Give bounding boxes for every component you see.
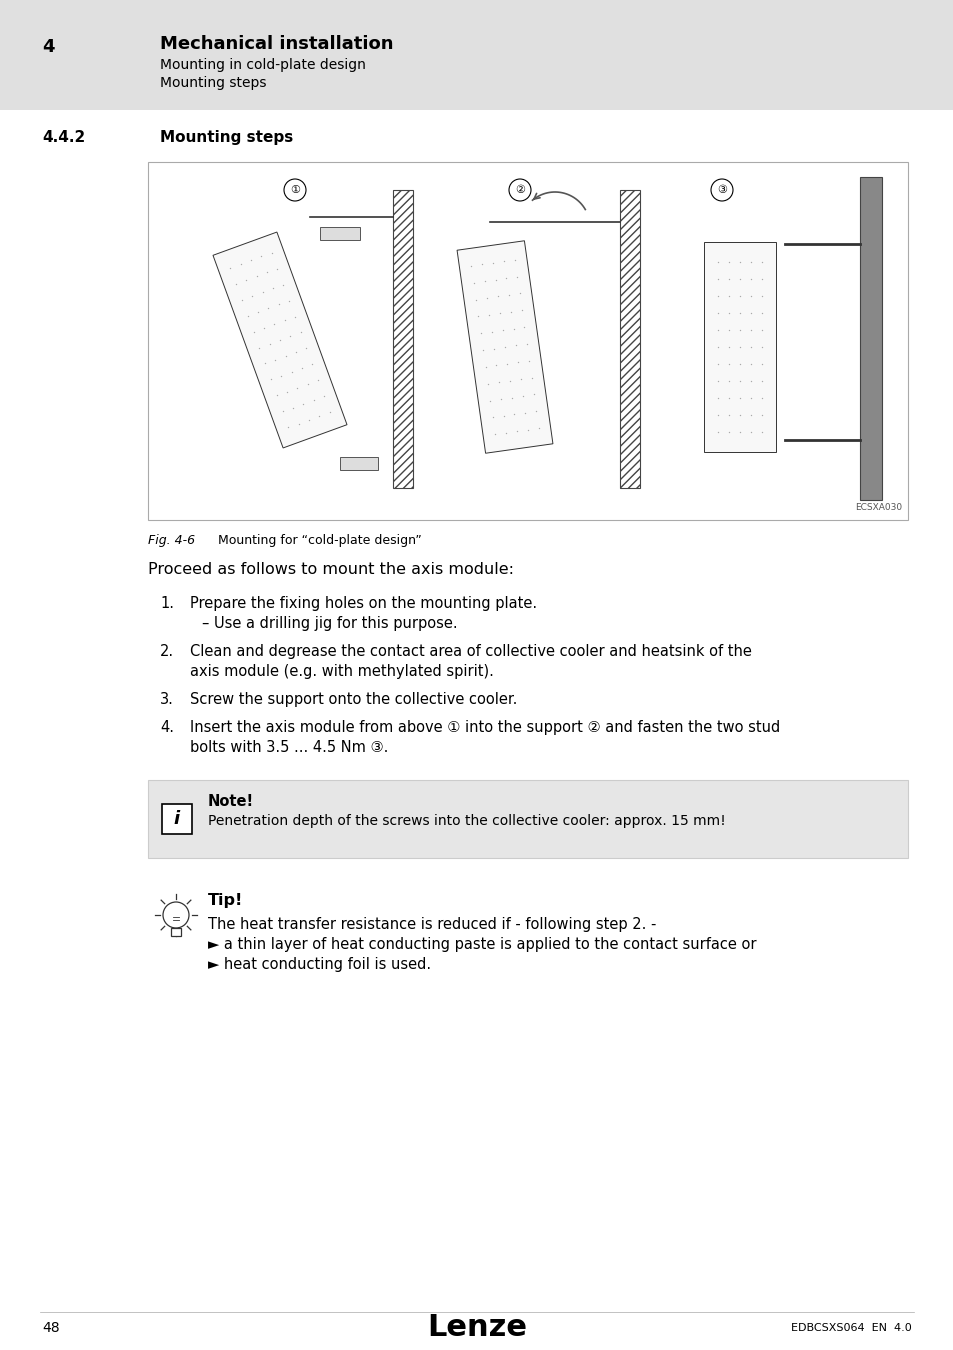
Bar — [148, 162, 907, 520]
Text: 2.: 2. — [160, 644, 174, 659]
Bar — [393, 190, 413, 487]
Text: i: i — [173, 810, 180, 828]
Text: Lenze: Lenze — [427, 1314, 526, 1342]
Bar — [0, 0, 953, 109]
Text: ②: ② — [515, 185, 524, 194]
Text: 48: 48 — [42, 1322, 59, 1335]
Text: Insert the axis module from above ① into the support ② and fasten the two stud: Insert the axis module from above ① into… — [190, 720, 780, 734]
Text: axis module (e.g. with methylated spirit).: axis module (e.g. with methylated spirit… — [190, 664, 494, 679]
Polygon shape — [213, 232, 347, 448]
Text: ECSXA030: ECSXA030 — [854, 504, 901, 512]
Polygon shape — [703, 242, 775, 452]
Text: Mounting in cold-plate design: Mounting in cold-plate design — [160, 58, 366, 72]
Bar — [162, 805, 192, 834]
Text: ③: ③ — [717, 185, 726, 194]
Text: Mounting for “cold-plate design”: Mounting for “cold-plate design” — [218, 535, 421, 547]
Text: 4.: 4. — [160, 720, 173, 734]
Text: Mounting steps: Mounting steps — [160, 76, 266, 90]
Text: Fig. 4-6: Fig. 4-6 — [148, 535, 195, 547]
Text: 4.4.2: 4.4.2 — [42, 130, 85, 144]
Bar — [619, 190, 639, 487]
Text: 3.: 3. — [160, 693, 173, 707]
Text: 1.: 1. — [160, 595, 173, 612]
Text: Note!: Note! — [208, 794, 253, 809]
Text: Screw the support onto the collective cooler.: Screw the support onto the collective co… — [190, 693, 517, 707]
Polygon shape — [319, 227, 359, 240]
Text: bolts with 3.5 ... 4.5 Nm ③.: bolts with 3.5 ... 4.5 Nm ③. — [190, 740, 388, 755]
Circle shape — [509, 180, 531, 201]
Polygon shape — [456, 240, 553, 454]
Text: ► heat conducting foil is used.: ► heat conducting foil is used. — [208, 957, 431, 972]
Text: Prepare the fixing holes on the mounting plate.: Prepare the fixing holes on the mounting… — [190, 595, 537, 612]
Bar — [148, 780, 907, 859]
Text: Penetration depth of the screws into the collective cooler: approx. 15 mm!: Penetration depth of the screws into the… — [208, 814, 725, 828]
Text: Clean and degrease the contact area of collective cooler and heatsink of the: Clean and degrease the contact area of c… — [190, 644, 751, 659]
Text: 4: 4 — [42, 38, 54, 55]
Text: The heat transfer resistance is reduced if - following step 2. -: The heat transfer resistance is reduced … — [208, 917, 656, 932]
Text: – Use a drilling jig for this purpose.: – Use a drilling jig for this purpose. — [202, 616, 457, 630]
Text: ► a thin layer of heat conducting paste is applied to the contact surface or: ► a thin layer of heat conducting paste … — [208, 937, 756, 952]
Bar — [171, 927, 181, 936]
Polygon shape — [339, 458, 377, 470]
Circle shape — [163, 902, 189, 927]
Circle shape — [284, 180, 306, 201]
Text: Mounting steps: Mounting steps — [160, 130, 293, 144]
Text: ①: ① — [290, 185, 299, 194]
Circle shape — [710, 180, 732, 201]
Text: Proceed as follows to mount the axis module:: Proceed as follows to mount the axis mod… — [148, 562, 514, 576]
Text: EDBCSXS064  EN  4.0: EDBCSXS064 EN 4.0 — [790, 1323, 911, 1332]
Bar — [859, 177, 882, 500]
Text: Mechanical installation: Mechanical installation — [160, 35, 393, 53]
Text: Tip!: Tip! — [208, 892, 243, 909]
